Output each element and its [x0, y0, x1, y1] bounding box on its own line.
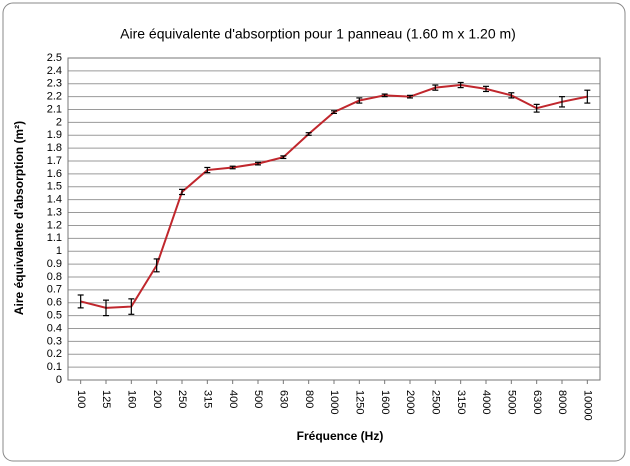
x-tick-label: 125 — [100, 390, 112, 408]
y-tick-label: 0.6 — [47, 297, 62, 309]
x-tick-label: 1250 — [353, 390, 365, 414]
x-tick-label: 800 — [303, 390, 315, 408]
error-bar — [584, 89, 591, 104]
error-bar — [483, 85, 489, 93]
error-bar — [356, 97, 363, 104]
y-tick-label: 1.9 — [47, 129, 62, 141]
x-tick-label: 630 — [277, 390, 289, 408]
error-bar — [280, 155, 287, 160]
x-tick-label: 400 — [227, 390, 239, 408]
y-tick-label: 0.4 — [47, 322, 62, 334]
y-tick-label: 1.1 — [47, 232, 62, 244]
y-tick-label: 0.3 — [47, 335, 62, 347]
y-tick-label: 1.4 — [47, 194, 62, 206]
y-tick-label: 2.1 — [47, 103, 62, 115]
x-tick-label: 1000 — [328, 390, 340, 414]
y-tick-label: 0.2 — [47, 348, 62, 360]
x-axis-label: Fréquence (Hz) — [297, 429, 384, 443]
error-bar — [128, 298, 135, 315]
y-tick-label: 1.5 — [47, 181, 62, 193]
y-tick-label: 1.7 — [47, 155, 62, 167]
x-tick-label: 200 — [151, 390, 163, 408]
error-bar — [255, 161, 261, 166]
y-tick-label: 2.2 — [47, 91, 62, 103]
y-tick-label: 2.3 — [47, 78, 62, 90]
y-tick-label: 2 — [56, 116, 62, 128]
x-tick-label: 4000 — [480, 390, 492, 414]
chart-title: Aire équivalente d'absorption pour 1 pan… — [120, 26, 516, 42]
y-tick-label: 0.5 — [47, 310, 62, 322]
error-bar — [559, 96, 565, 108]
y-tick-label: 1.3 — [47, 206, 62, 218]
error-bar — [508, 92, 515, 99]
error-bar — [331, 110, 337, 114]
error-bar — [432, 84, 439, 91]
x-tick-label: 5000 — [505, 390, 517, 414]
x-tick-label: 315 — [201, 390, 213, 408]
y-tick-label: 0.1 — [47, 361, 62, 373]
error-bar — [229, 165, 236, 170]
y-tick-label: 1.8 — [47, 142, 62, 154]
chart-frame — [2, 2, 626, 462]
y-tick-label: 0 — [56, 374, 62, 386]
error-bar — [381, 93, 388, 98]
x-tick-label: 250 — [176, 390, 188, 408]
x-tick-label: 2500 — [429, 390, 441, 414]
y-tick-label: 2.5 — [47, 52, 62, 64]
error-bar — [77, 294, 84, 309]
x-tick-label: 160 — [125, 390, 137, 408]
y-tick-label: 0.9 — [47, 258, 62, 270]
x-tick-label: 10000 — [581, 390, 593, 421]
y-tick-label: 2.4 — [47, 65, 62, 77]
error-bar — [179, 188, 185, 196]
x-tick-label: 3150 — [455, 390, 467, 414]
y-tick-label: 1.2 — [47, 219, 62, 231]
error-bar — [407, 94, 413, 99]
y-tick-label: 1.6 — [47, 168, 62, 180]
y-tick-label: 0.7 — [47, 284, 62, 296]
y-axis-label: Aire équivalente d'absorption (m²) — [12, 121, 26, 315]
x-tick-label: 6300 — [531, 390, 543, 414]
error-bar — [204, 166, 211, 174]
x-tick-label: 2000 — [404, 390, 416, 414]
x-tick-label: 100 — [75, 390, 87, 408]
x-tick-label: 500 — [252, 390, 264, 408]
error-bar — [305, 132, 312, 136]
x-tick-label: 1600 — [379, 390, 391, 414]
error-bar — [103, 299, 109, 317]
x-tick-label: 8000 — [556, 390, 568, 414]
y-tick-label: 0.8 — [47, 271, 62, 283]
error-bar — [457, 81, 464, 89]
y-tick-label: 1 — [56, 245, 62, 257]
error-bar — [533, 103, 540, 113]
error-bar — [153, 258, 160, 273]
